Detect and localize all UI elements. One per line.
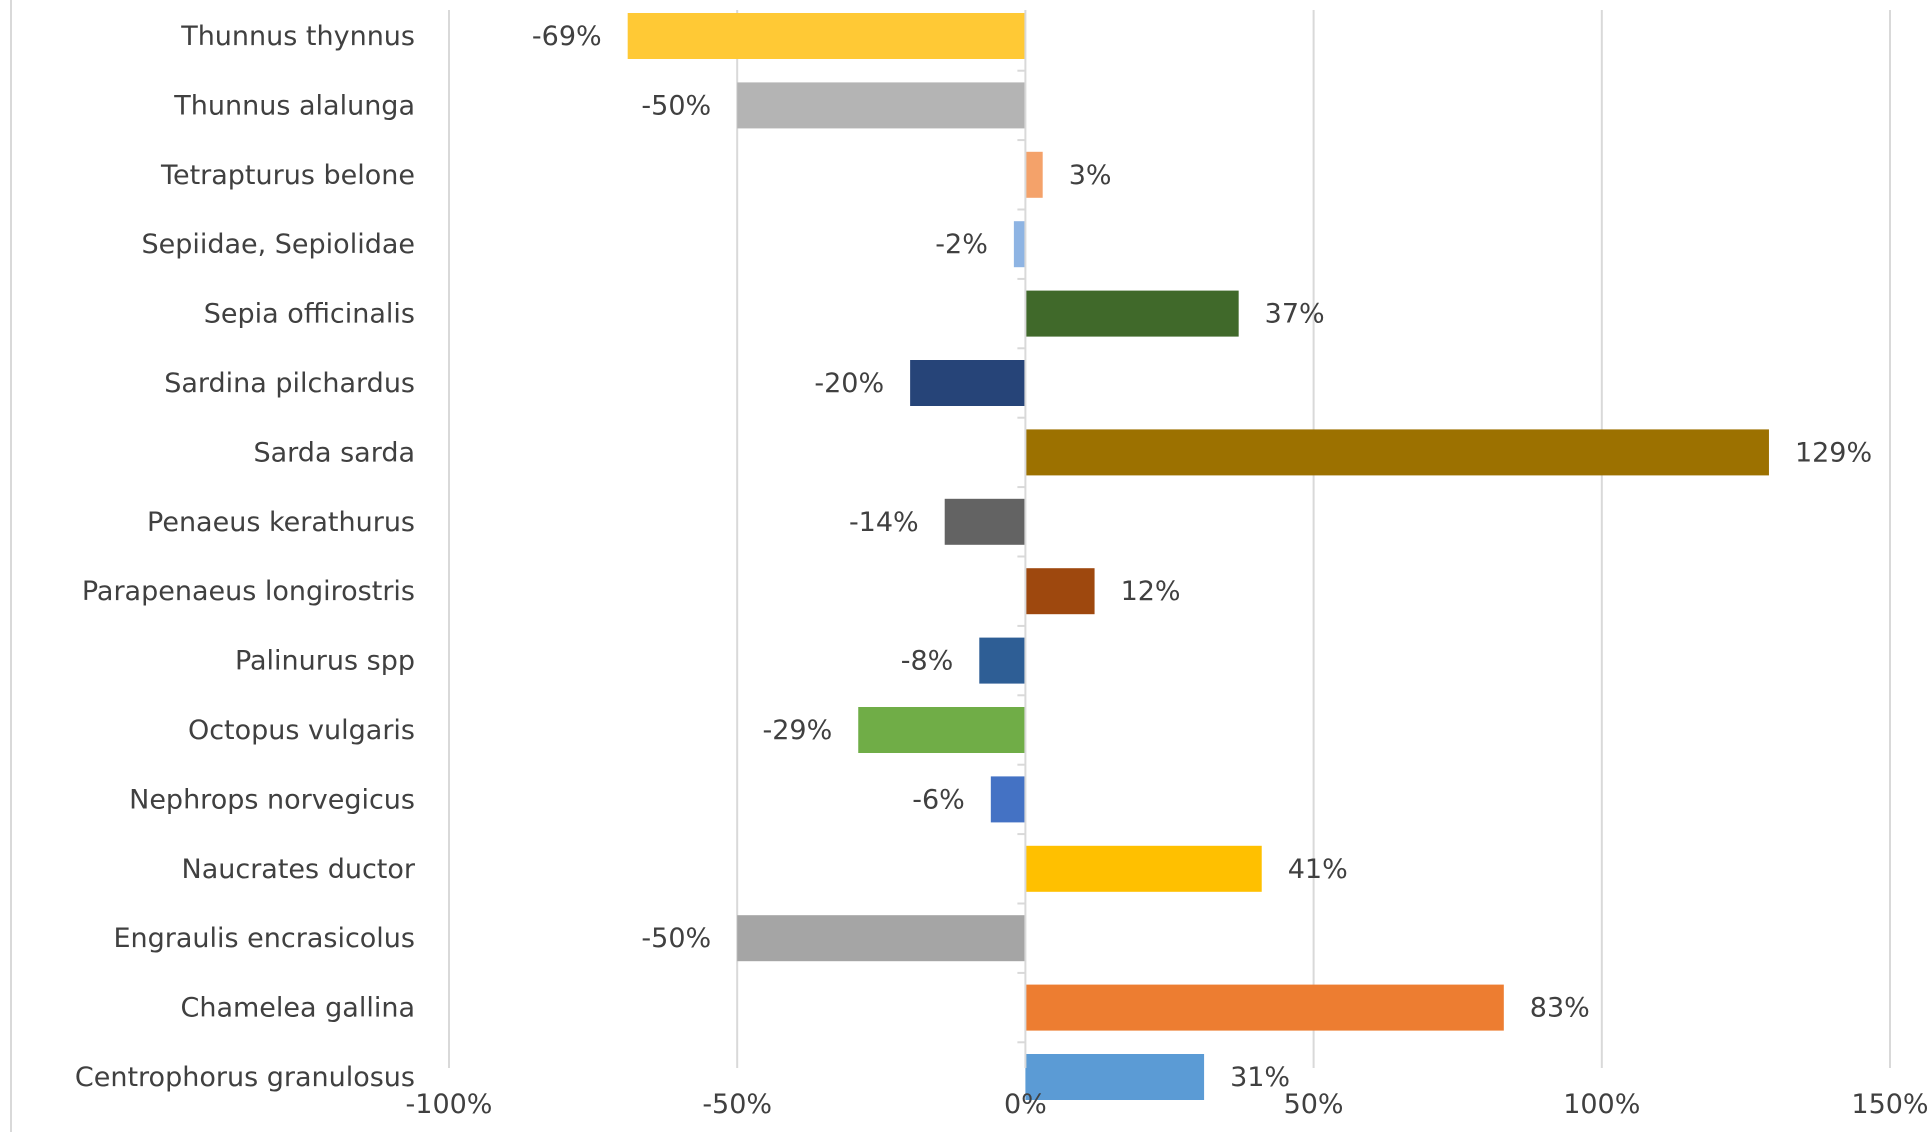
data-label: -14%	[849, 507, 919, 538]
data-label: -50%	[641, 90, 711, 121]
bar	[990, 776, 1026, 823]
bar	[737, 915, 1026, 962]
category-label: Sepia officinalis	[204, 299, 415, 330]
bars	[627, 13, 1769, 1100]
category-label: Chamelea gallina	[180, 993, 415, 1024]
bar	[1025, 984, 1504, 1031]
bar	[1013, 221, 1026, 268]
bar	[1025, 151, 1043, 198]
bar	[1025, 845, 1262, 892]
data-label: 41%	[1288, 854, 1348, 885]
category-label: Sardina pilchardus	[164, 368, 415, 399]
x-tick-label: 50%	[1284, 1089, 1344, 1120]
bar	[1025, 1054, 1205, 1100]
category-label: Sepiidae, Sepiolidae	[141, 229, 415, 260]
data-label: -50%	[641, 923, 711, 954]
bar	[910, 360, 1026, 406]
data-label: 31%	[1230, 1062, 1290, 1093]
data-label: -29%	[762, 715, 832, 746]
category-label: Parapenaeus longirostris	[82, 576, 415, 607]
data-label: 12%	[1121, 576, 1181, 607]
data-labels: -69% -50% 3% -2% 37% -20% 129% -14% 12% -8% -29% -6…	[532, 21, 1872, 1093]
category-label: Penaeus kerathurus	[147, 507, 415, 538]
data-label: 129%	[1795, 437, 1872, 468]
category-label: Thunnus alalunga	[173, 90, 415, 121]
category-label: Centrophorus granulosus	[75, 1062, 415, 1093]
x-tick-label: 100%	[1563, 1089, 1640, 1120]
x-tick-label: 0%	[1004, 1089, 1047, 1120]
category-labels: Thunnus thynnus Thunnus alalunga Tetraptur…	[75, 21, 416, 1093]
data-label: 83%	[1530, 993, 1590, 1024]
bar	[627, 13, 1026, 59]
bar	[1025, 568, 1095, 615]
bar	[1025, 429, 1769, 476]
bar	[1025, 290, 1239, 337]
x-tick-label: -100%	[406, 1089, 493, 1120]
category-label: Tetrapturus belone	[160, 160, 415, 191]
gridlines	[448, 10, 1891, 1068]
category-label: Naucrates ductor	[182, 854, 416, 885]
data-label: -6%	[912, 784, 965, 815]
data-label: -8%	[901, 646, 954, 677]
category-label: Palinurus spp	[235, 646, 415, 677]
x-tick-label: -50%	[702, 1089, 772, 1120]
category-tick-marks	[1017, 69, 1026, 1044]
data-label: -2%	[935, 229, 988, 260]
bar	[737, 82, 1026, 129]
data-label: -69%	[532, 21, 602, 52]
category-label: Octopus vulgaris	[188, 715, 415, 746]
bar	[858, 707, 1026, 753]
data-label: -20%	[814, 368, 884, 399]
data-label: 3%	[1069, 160, 1112, 191]
category-label: Engraulis encrasicolus	[113, 923, 415, 954]
bar	[979, 637, 1026, 684]
bar	[944, 498, 1026, 545]
data-label: 37%	[1265, 299, 1325, 330]
x-axis-tick-labels: -100% -50% 0% 50% 100% 150%	[406, 1089, 1929, 1120]
category-label: Nephrops norvegicus	[129, 784, 415, 815]
x-tick-label: 150%	[1851, 1089, 1928, 1120]
category-label: Thunnus thynnus	[180, 21, 415, 52]
category-label: Sarda sarda	[254, 437, 416, 468]
